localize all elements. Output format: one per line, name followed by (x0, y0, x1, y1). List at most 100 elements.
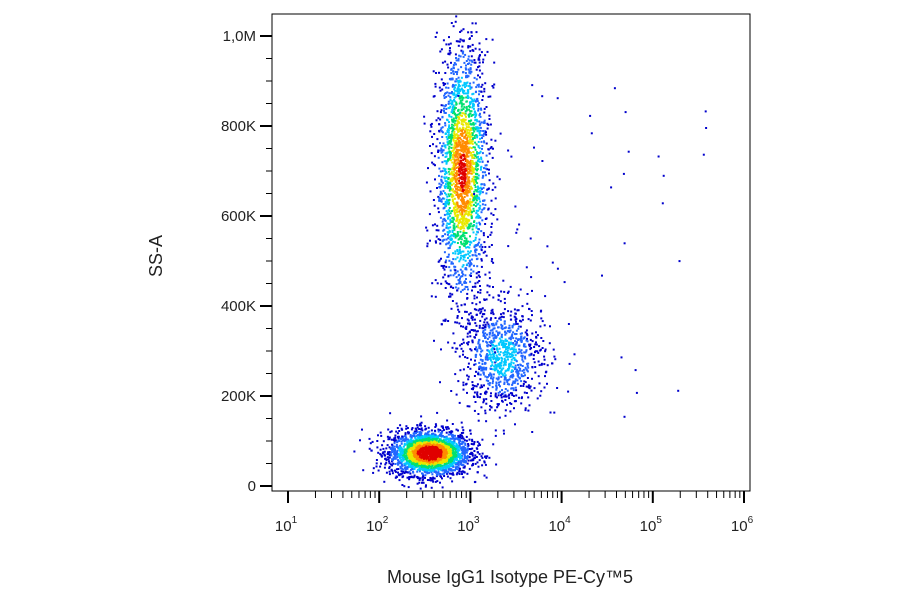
event-dot (448, 207, 451, 209)
event-dot (434, 452, 437, 455)
event-dot (434, 454, 437, 457)
event-dot (387, 458, 390, 461)
event-dot (437, 447, 440, 450)
event-dot (422, 454, 425, 457)
event-dot (491, 364, 494, 367)
event-dot (501, 373, 504, 376)
event-dot (491, 38, 494, 41)
event-dot (458, 167, 460, 170)
event-dot (458, 193, 461, 196)
event-dot (456, 249, 459, 251)
event-dot (448, 181, 451, 184)
event-dot (470, 172, 473, 175)
event-dot (474, 91, 477, 94)
event-dot (455, 225, 458, 228)
event-dot (447, 427, 450, 430)
event-dot (424, 474, 427, 477)
event-dot (463, 231, 466, 234)
event-dot (377, 451, 380, 454)
event-dot (430, 458, 432, 461)
event-dot (507, 149, 510, 152)
event-dot (457, 161, 460, 164)
event-dot (461, 173, 464, 176)
event-dot (437, 195, 440, 198)
event-dot (418, 433, 421, 436)
event-dot (421, 481, 423, 484)
event-dot (420, 449, 423, 452)
event-dot (441, 161, 444, 164)
event-dot (431, 446, 434, 449)
event-dot (435, 465, 438, 468)
event-dot (416, 457, 419, 460)
event-dot (434, 440, 437, 443)
event-dot (456, 124, 459, 127)
event-dot (416, 447, 419, 450)
event-dot (488, 172, 490, 175)
event-dot (375, 462, 378, 465)
event-dot (413, 474, 416, 477)
event-dot (446, 152, 449, 155)
event-dot (438, 130, 441, 133)
event-dot (412, 471, 415, 474)
event-dot (478, 275, 481, 278)
event-dot (486, 160, 489, 163)
event-dot (460, 134, 463, 137)
event-dot (466, 165, 469, 168)
event-dot (449, 292, 452, 295)
event-dot (474, 205, 477, 208)
event-dot (399, 473, 402, 476)
event-dot (398, 439, 401, 442)
event-dot (451, 189, 454, 192)
event-dot (467, 204, 470, 207)
event-dot (452, 108, 455, 111)
event-dot (439, 429, 442, 432)
event-dot (460, 102, 463, 105)
event-dot (451, 161, 454, 164)
event-dot (463, 83, 466, 86)
event-dot (477, 309, 480, 312)
event-dot (449, 445, 452, 448)
event-dot (444, 219, 446, 222)
event-dot (474, 114, 477, 117)
event-dot (477, 152, 480, 155)
event-dot (468, 141, 471, 144)
event-dot (437, 430, 440, 433)
event-dot (465, 126, 468, 129)
event-dot (469, 68, 472, 71)
event-dot (452, 156, 454, 159)
event-dot (397, 437, 400, 440)
event-dot (457, 57, 460, 60)
event-dot (437, 151, 440, 153)
event-dot (458, 279, 461, 282)
event-dot (466, 194, 469, 197)
event-dot (474, 119, 477, 122)
event-dot (449, 269, 452, 272)
event-dot (451, 167, 454, 170)
event-dot (434, 82, 437, 85)
event-dot (467, 45, 470, 48)
event-dot (437, 149, 440, 152)
event-dot (468, 188, 471, 190)
event-dot (435, 241, 437, 244)
event-dot (491, 85, 494, 87)
event-dot (476, 130, 479, 133)
event-dot (392, 450, 395, 453)
event-dot (440, 200, 443, 203)
event-dot (476, 396, 479, 398)
event-dot (478, 193, 481, 196)
event-dot (465, 278, 467, 280)
event-dot (448, 121, 450, 124)
event-dot (470, 443, 473, 445)
event-dot (473, 153, 476, 156)
event-dot (456, 119, 459, 122)
event-dot (463, 162, 465, 165)
event-dot (486, 455, 489, 458)
event-dot (447, 131, 450, 134)
event-dot (448, 215, 451, 218)
event-dot (465, 204, 468, 207)
event-dot (398, 430, 401, 432)
event-dot (480, 259, 483, 262)
event-dot (462, 50, 465, 53)
event-dot (446, 472, 448, 475)
event-dot (395, 468, 398, 471)
